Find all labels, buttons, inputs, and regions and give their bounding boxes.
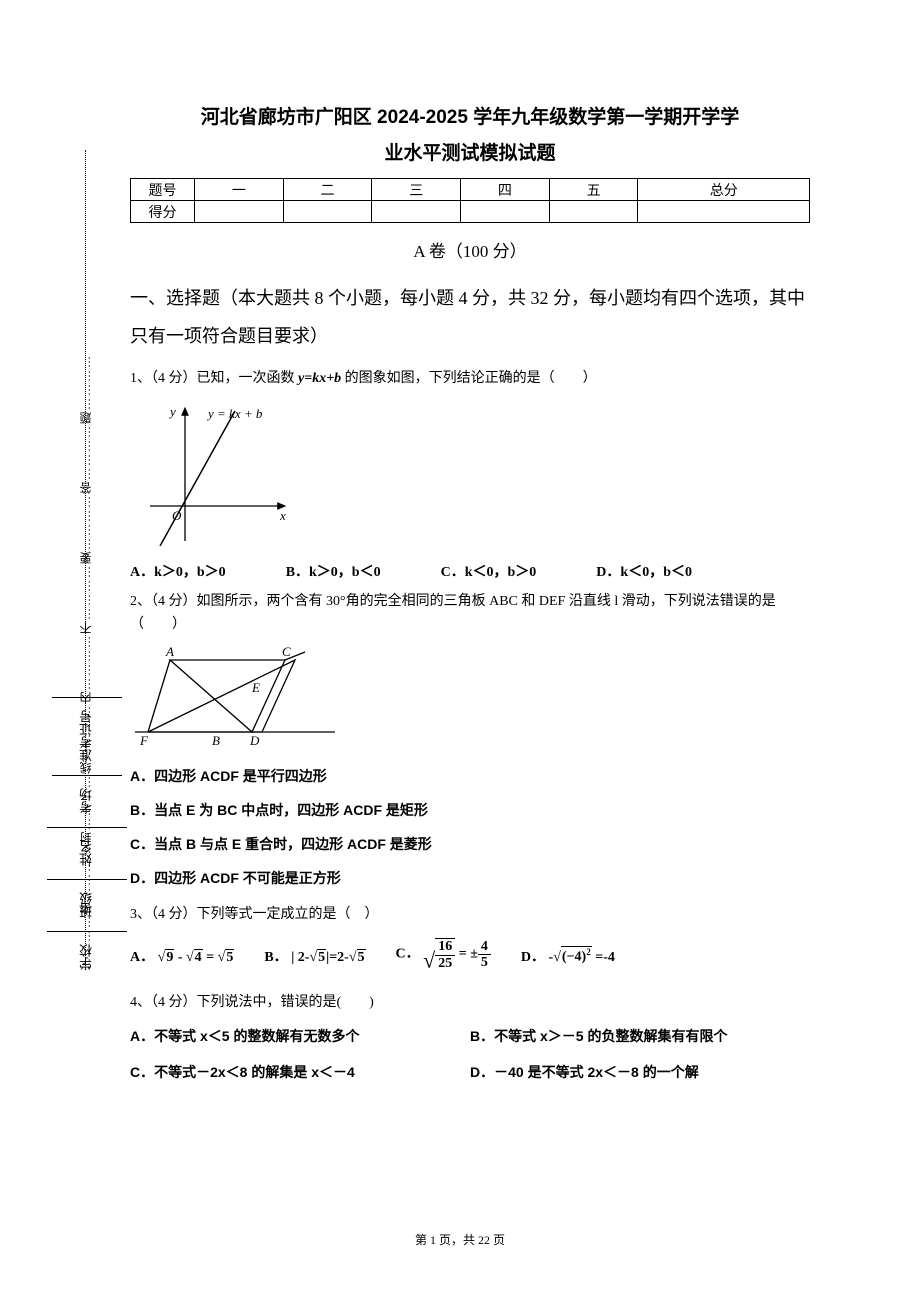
- q4-opt-b: B．不等式 x＞－5 的负整数解集有有限个: [470, 1026, 810, 1046]
- td: [195, 201, 284, 223]
- th: 二: [283, 179, 372, 201]
- table-row: 题号 一 二 三 四 五 总分: [131, 179, 810, 201]
- question-4: 4、（4 分）下列说法中，错误的是( ): [130, 992, 810, 1014]
- th-label: 题号: [131, 179, 195, 201]
- svg-text:F: F: [139, 733, 149, 747]
- q1-opt-b: B．k＞0，b＜0: [286, 561, 381, 581]
- q2-graph: A C F B D E: [130, 642, 810, 752]
- question-3: 3、（4 分）下列等式一定成立的是（ ）: [130, 904, 810, 926]
- svg-text:B: B: [212, 733, 220, 747]
- q3-opt-b: B． | 2-√5|=2-√5: [264, 946, 365, 966]
- q1-stem-suffix: 的图象如图，下列结论正确的是（ ）: [341, 371, 597, 386]
- table-row: 得分: [131, 201, 810, 223]
- td: [283, 201, 372, 223]
- th: 五: [549, 179, 638, 201]
- q1-opt-c: C．k＜0，b＞0: [441, 561, 537, 581]
- q3-opt-d: D． -√(−4)2 =-4: [521, 946, 615, 966]
- q2-options: A．四边形 ACDF 是平行四边形 B．当点 E 为 BC 中点时，四边形 AC…: [130, 766, 810, 888]
- q3-opt-c: C． √1625 = ±45: [396, 938, 491, 974]
- binding-margin: …………密…………封…………线…………内…………不…………要…………答…………题…: [55, 150, 95, 970]
- svg-text:D: D: [249, 733, 260, 747]
- q1-stem-prefix: 1、（4 分）已知，一次函数: [130, 371, 298, 386]
- paper-a-heading: A 卷（100 分）: [130, 237, 810, 262]
- q4-options: A．不等式 x＜5 的整数解有无数多个 B．不等式 x＞－5 的负整数解集有有限…: [130, 1026, 810, 1098]
- svg-text:x: x: [279, 508, 286, 523]
- svg-text:A: A: [165, 644, 174, 659]
- th: 一: [195, 179, 284, 201]
- page-footer: 第 1 页，共 22 页: [0, 1231, 920, 1248]
- q4-opt-d: D．－40 是不等式 2x＜－8 的一个解: [470, 1062, 810, 1082]
- q1-opt-d: D．k＜0，b＜0: [596, 561, 692, 581]
- svg-text:C: C: [282, 644, 291, 659]
- q1-graph: x y O y = kx + b: [130, 396, 810, 551]
- th: 四: [461, 179, 550, 201]
- svg-text:y = kx + b: y = kx + b: [206, 406, 263, 421]
- title-line-1: 河北省廊坊市广阳区 2024-2025 学年九年级数学第一学期开学学: [130, 100, 810, 136]
- q4-opt-c: C．不等式－2x＜8 的解集是 x＜－4: [130, 1062, 470, 1082]
- section-1-title: 一、选择题（本大题共 8 个小题，每小题 4 分，共 32 分，每小题均有四个选…: [130, 280, 810, 356]
- q4-opt-a: A．不等式 x＜5 的整数解有无数多个: [130, 1026, 470, 1046]
- question-2: 2、（4 分）如图所示，两个含有 30°角的完全相同的三角板 ABC 和 DEF…: [130, 591, 810, 636]
- title-line-2: 业水平测试模拟试题: [130, 136, 810, 172]
- q2-opt-d: D．四边形 ACDF 不可能是正方形: [130, 868, 810, 888]
- q1-equation: y=kx+b: [298, 371, 341, 386]
- svg-text:O: O: [172, 508, 182, 523]
- td: [638, 201, 810, 223]
- q3-opt-a: A． √9 - √4 = √5: [130, 946, 234, 966]
- exam-title: 河北省廊坊市广阳区 2024-2025 学年九年级数学第一学期开学学 业水平测试…: [130, 100, 810, 172]
- q1-options: A．k＞0，b＞0 B．k＞0，b＜0 C．k＜0，b＞0 D．k＜0，b＜0: [130, 561, 810, 581]
- th: 总分: [638, 179, 810, 201]
- td: [372, 201, 461, 223]
- svg-text:E: E: [251, 680, 260, 695]
- th: 三: [372, 179, 461, 201]
- question-1: 1、（4 分）已知，一次函数 y=kx+b 的图象如图，下列结论正确的是（ ）: [130, 366, 810, 390]
- td: [549, 201, 638, 223]
- q3-options: A． √9 - √4 = √5 B． | 2-√5|=2-√5 C． √1625…: [130, 938, 810, 974]
- page-content: 河北省廊坊市广阳区 2024-2025 学年九年级数学第一学期开学学 业水平测试…: [130, 100, 810, 1098]
- svg-text:y: y: [168, 404, 176, 419]
- student-info-line: 学校 班级 姓名 考场 准考证号: [47, 150, 127, 970]
- q1-opt-a: A．k＞0，b＞0: [130, 561, 226, 581]
- td-label: 得分: [131, 201, 195, 223]
- q2-opt-b: B．当点 E 为 BC 中点时，四边形 ACDF 是矩形: [130, 800, 810, 820]
- q2-opt-c: C．当点 B 与点 E 重合时，四边形 ACDF 是菱形: [130, 834, 810, 854]
- td: [461, 201, 550, 223]
- score-table: 题号 一 二 三 四 五 总分 得分: [130, 178, 810, 223]
- q2-opt-a: A．四边形 ACDF 是平行四边形: [130, 766, 810, 786]
